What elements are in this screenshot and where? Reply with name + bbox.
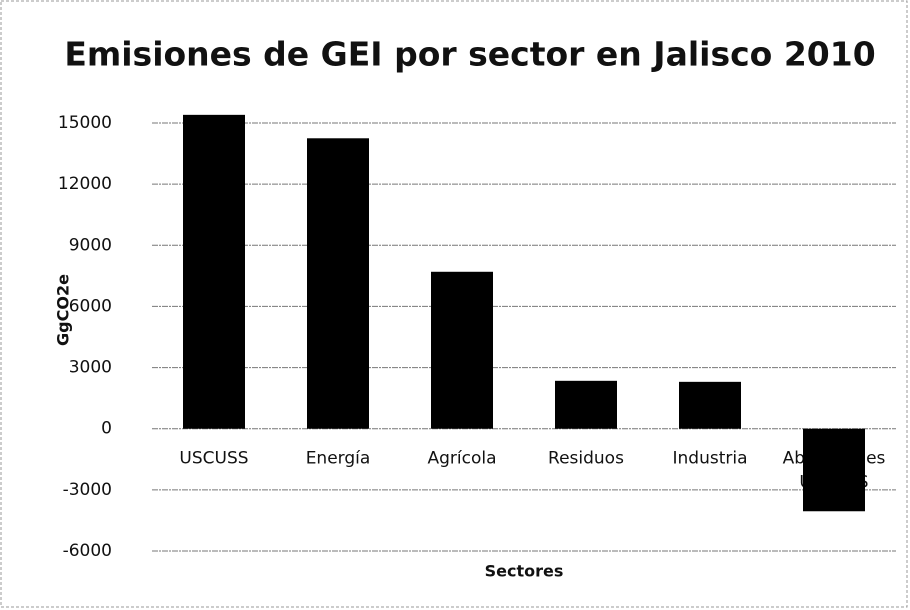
x-tick-label: USCUSS [179, 449, 248, 469]
bar [679, 381, 741, 429]
chart-title: Emisiones de GEI por sector en Jalisco 2… [64, 35, 875, 74]
y-tick-label: 12000 [58, 174, 112, 194]
x-tick-label: Energía [306, 449, 371, 469]
x-tick-label: Agrícola [427, 449, 496, 469]
bar [431, 271, 493, 429]
y-tick-label: 15000 [58, 113, 112, 133]
bar [555, 380, 617, 429]
x-tick-label: Residuos [548, 449, 624, 469]
bar [307, 138, 369, 429]
bar [183, 114, 245, 429]
x-axis-title: Sectores [485, 562, 564, 581]
bar [803, 428, 865, 512]
y-tick-label: -6000 [63, 541, 112, 561]
y-axis-title: GgCO2e [54, 274, 73, 346]
y-tick-label: 3000 [69, 358, 112, 378]
x-tick-label: Industria [672, 449, 747, 469]
y-tick-label: 0 [101, 419, 112, 439]
y-tick-label: 9000 [69, 235, 112, 255]
y-tick-label: 6000 [69, 296, 112, 316]
y-tick-label: -3000 [63, 480, 112, 500]
